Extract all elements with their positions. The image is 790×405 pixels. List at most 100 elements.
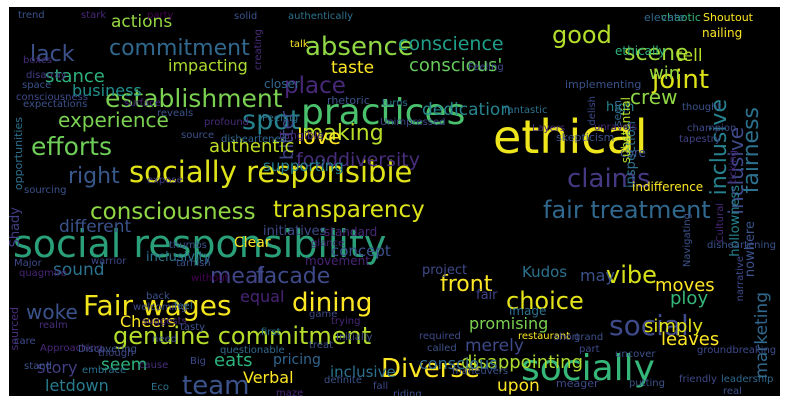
word-cloud-term: supporting	[263, 157, 344, 175]
word-cloud-term: story	[37, 358, 78, 377]
word-cloud-term: expectations	[23, 99, 88, 110]
word-cloud-term: making	[302, 121, 384, 146]
word-cloud-term: cause	[139, 360, 169, 371]
word-cloud-term: inclusive	[330, 363, 396, 381]
word-cloud-term: skepticism	[556, 131, 615, 144]
word-cloud-term: sourcing	[24, 185, 67, 196]
word-cloud-term: suggests	[142, 316, 187, 327]
word-cloud-term: space	[22, 80, 52, 91]
word-cloud-term: good	[552, 21, 612, 49]
word-cloud-term: facade	[256, 264, 331, 289]
word-cloud-term: Peeling	[262, 113, 299, 124]
word-cloud-term: equal	[240, 287, 285, 306]
word-cloud-term: woke	[26, 300, 78, 324]
word-cloud-term: transparency	[273, 197, 425, 223]
word-cloud-term: stance	[45, 66, 105, 87]
word-cloud-term: though	[98, 348, 134, 359]
word-cloud-term: Shady	[9, 207, 23, 248]
word-cloud-term: actions	[111, 12, 173, 32]
word-cloud-term: inclusivity	[146, 250, 212, 265]
word-cloud-term: questionable	[220, 345, 285, 356]
word-cloud-term: nailing	[702, 26, 743, 40]
word-cloud-term: social responsibility	[13, 222, 387, 266]
word-cloud-term: Discovering	[78, 344, 137, 355]
word-cloud-term: elevate	[644, 11, 685, 24]
word-cloud-term: rhetoric	[327, 94, 370, 107]
word-cloud-term: source	[181, 130, 215, 141]
word-cloud-term: meal	[210, 264, 265, 289]
word-cloud-term: pricing	[273, 352, 321, 368]
word-cloud-term: seem	[101, 355, 148, 375]
word-cloud-term: Navigating	[682, 213, 693, 268]
word-cloud-term: warrior	[91, 256, 127, 267]
word-cloud-term: marketing	[752, 292, 772, 379]
word-cloud-term: fair	[476, 288, 498, 303]
word-cloud-term: thought	[682, 102, 722, 113]
word-cloud-term: talk	[290, 39, 309, 50]
word-cloud-term: Unimpressed	[380, 117, 446, 128]
word-cloud-term: ethical	[493, 110, 648, 164]
word-cloud-term: impacting	[168, 56, 248, 75]
word-cloud-term: Layers	[532, 123, 566, 134]
word-cloud-term: creating	[253, 29, 264, 71]
word-cloud-term: Cultural	[715, 203, 726, 243]
word-cloud-term: letdown	[45, 376, 109, 395]
word-cloud-term: restaurant	[518, 331, 571, 342]
word-cloud-term: disarray	[26, 70, 67, 81]
word-cloud-term: tasty	[180, 322, 206, 333]
word-cloud-term: conscious'	[409, 55, 503, 76]
word-cloud-term: standard	[324, 225, 378, 239]
word-cloud-term: Clear	[234, 235, 271, 251]
word-cloud-term: taste	[331, 58, 375, 78]
word-cloud-term: authentic	[209, 136, 295, 157]
word-cloud-term: riding	[393, 389, 422, 397]
word-cloud-term: initiatives	[263, 224, 327, 239]
word-cloud-term: boxes	[23, 55, 53, 66]
word-cloud-term: Fair wages	[83, 289, 232, 322]
word-cloud-term: establishment	[105, 84, 283, 113]
word-cloud-term: Shoutout	[703, 11, 753, 24]
word-cloud-term: called	[427, 343, 457, 354]
word-cloud-term: efforts	[31, 132, 113, 161]
word-cloud-term: concept	[331, 242, 391, 260]
word-cloud-term: place	[284, 73, 346, 99]
word-cloud-term: without	[191, 273, 229, 284]
word-cloud-term: trend	[18, 10, 45, 21]
word-cloud-term: groundbreaking	[697, 345, 777, 356]
word-cloud-term: Approaching	[40, 343, 103, 354]
word-cloud-term: putting	[629, 378, 665, 389]
word-cloud-term: different	[59, 217, 132, 237]
word-cloud-term: Big	[190, 356, 206, 367]
word-cloud-term: Major	[14, 258, 42, 269]
word-cloud-term: reveals	[157, 108, 194, 119]
word-cloud-term: maneuvers	[452, 366, 509, 377]
word-cloud-term: disheartening	[707, 240, 776, 251]
word-cloud-term: grand	[574, 332, 604, 343]
word-cloud-term: indifference	[632, 180, 704, 194]
word-cloud-term: quagmire	[19, 268, 67, 279]
word-cloud-term: Feeling	[468, 62, 504, 73]
word-cloud-term: win	[649, 63, 681, 84]
word-cloud-term: tell	[676, 46, 703, 66]
word-cloud-term: project	[422, 263, 468, 278]
word-cloud-term: leadership	[721, 374, 774, 385]
word-cloud-term: narrative	[735, 256, 746, 302]
word-cloud-term: part	[579, 344, 600, 355]
word-cloud-term: disheartened	[221, 134, 287, 145]
word-cloud-term: conscious	[419, 354, 498, 373]
word-cloud-term: disappointing	[461, 352, 584, 373]
word-cloud-term: chaotic	[661, 11, 701, 24]
word-cloud-term: consciousness	[16, 92, 89, 103]
word-cloud-term: game	[309, 309, 338, 320]
word-cloud-term: ploy	[670, 288, 709, 309]
word-cloud-term: opportunities	[12, 117, 25, 191]
word-cloud-term: Initially	[336, 332, 373, 343]
word-cloud-term: Eco	[151, 382, 169, 393]
word-cloud-term: surface	[124, 98, 161, 109]
word-cloud-term: authentically	[288, 11, 354, 22]
word-cloud-term: closer	[264, 77, 300, 91]
word-cloud-term: promising	[469, 314, 549, 333]
word-cloud-term: fall	[373, 381, 389, 392]
word-cloud-term: fooddiversity	[296, 149, 420, 171]
word-cloud-term: back	[146, 291, 170, 302]
